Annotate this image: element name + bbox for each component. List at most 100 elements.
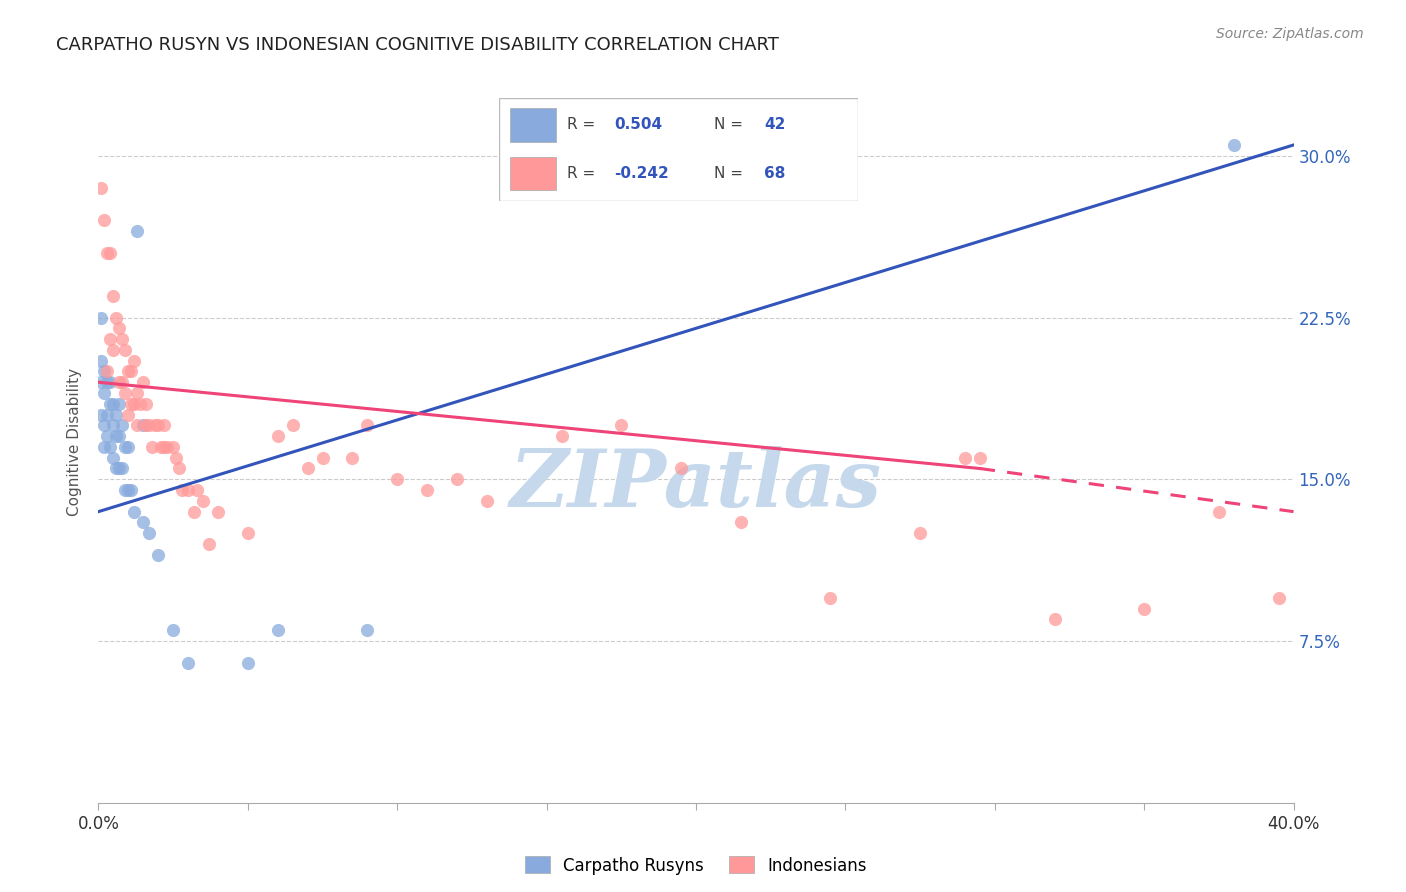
Point xyxy=(135,397,157,411)
Point xyxy=(127,418,149,433)
Point xyxy=(135,418,157,433)
FancyBboxPatch shape xyxy=(499,98,858,201)
Point xyxy=(111,332,134,346)
Text: N =: N = xyxy=(714,117,748,132)
Point xyxy=(297,461,319,475)
Point xyxy=(198,537,221,551)
Point xyxy=(177,656,200,670)
Point xyxy=(93,213,115,227)
Text: -0.242: -0.242 xyxy=(614,166,669,180)
Point xyxy=(908,526,931,541)
Point xyxy=(267,429,290,443)
Point xyxy=(105,310,128,325)
Point xyxy=(141,440,163,454)
Point xyxy=(98,376,122,390)
Text: 0.504: 0.504 xyxy=(614,117,662,132)
Point xyxy=(356,418,378,433)
Point xyxy=(103,343,125,357)
Point xyxy=(150,440,173,454)
Point xyxy=(98,245,122,260)
Point xyxy=(162,440,184,454)
Text: R =: R = xyxy=(567,117,600,132)
Point xyxy=(267,624,290,638)
Point xyxy=(117,364,139,378)
Point xyxy=(90,181,112,195)
Point xyxy=(117,483,139,497)
FancyBboxPatch shape xyxy=(510,109,557,142)
Point xyxy=(90,310,112,325)
Point xyxy=(132,376,155,390)
Text: CARPATHO RUSYN VS INDONESIAN COGNITIVE DISABILITY CORRELATION CHART: CARPATHO RUSYN VS INDONESIAN COGNITIVE D… xyxy=(56,36,779,54)
Point xyxy=(108,321,131,335)
Point xyxy=(127,386,149,401)
Point xyxy=(162,624,184,638)
Text: ZIPatlas: ZIPatlas xyxy=(510,446,882,524)
Point xyxy=(98,440,122,454)
Point xyxy=(183,505,205,519)
Point xyxy=(108,397,131,411)
Y-axis label: Cognitive Disability: Cognitive Disability xyxy=(67,368,83,516)
Point xyxy=(124,353,146,368)
Point xyxy=(114,386,136,401)
Point xyxy=(550,429,572,443)
FancyBboxPatch shape xyxy=(510,157,557,190)
Point xyxy=(167,461,190,475)
Point xyxy=(96,376,118,390)
Point xyxy=(730,516,752,530)
Point xyxy=(953,450,976,465)
Text: N =: N = xyxy=(714,166,748,180)
Point xyxy=(93,364,115,378)
Point xyxy=(96,364,118,378)
Point xyxy=(311,450,333,465)
Point xyxy=(103,397,125,411)
Point xyxy=(117,408,139,422)
Point xyxy=(129,397,152,411)
Point xyxy=(127,224,149,238)
Point xyxy=(177,483,200,497)
Point xyxy=(132,418,155,433)
Point xyxy=(111,461,134,475)
Point xyxy=(148,418,170,433)
Point xyxy=(207,505,229,519)
Point xyxy=(96,245,118,260)
Point xyxy=(138,526,160,541)
Point xyxy=(98,397,122,411)
Point xyxy=(93,440,115,454)
Point xyxy=(1043,612,1066,626)
Point xyxy=(1223,138,1246,153)
Text: 68: 68 xyxy=(765,166,786,180)
Point xyxy=(156,440,179,454)
Point xyxy=(96,429,118,443)
Point xyxy=(132,516,155,530)
Point xyxy=(114,440,136,454)
Point xyxy=(236,656,259,670)
Point xyxy=(281,418,304,433)
Point xyxy=(114,343,136,357)
Point xyxy=(117,440,139,454)
Text: 42: 42 xyxy=(765,117,786,132)
Point xyxy=(416,483,439,497)
Point xyxy=(120,364,142,378)
Point xyxy=(93,418,115,433)
Point xyxy=(103,450,125,465)
Point xyxy=(120,483,142,497)
Point xyxy=(669,461,692,475)
Point xyxy=(1208,505,1230,519)
Point xyxy=(103,289,125,303)
Point xyxy=(446,472,468,486)
Point xyxy=(98,332,122,346)
Point xyxy=(111,418,134,433)
Point xyxy=(1267,591,1289,605)
Point xyxy=(96,408,118,422)
Point xyxy=(105,408,128,422)
Point xyxy=(105,429,128,443)
Point xyxy=(153,418,176,433)
Point xyxy=(108,429,131,443)
Point xyxy=(172,483,194,497)
Point xyxy=(356,624,378,638)
Text: Source: ZipAtlas.com: Source: ZipAtlas.com xyxy=(1216,27,1364,41)
Point xyxy=(186,483,208,497)
Point xyxy=(236,526,259,541)
Point xyxy=(114,483,136,497)
Point xyxy=(103,418,125,433)
